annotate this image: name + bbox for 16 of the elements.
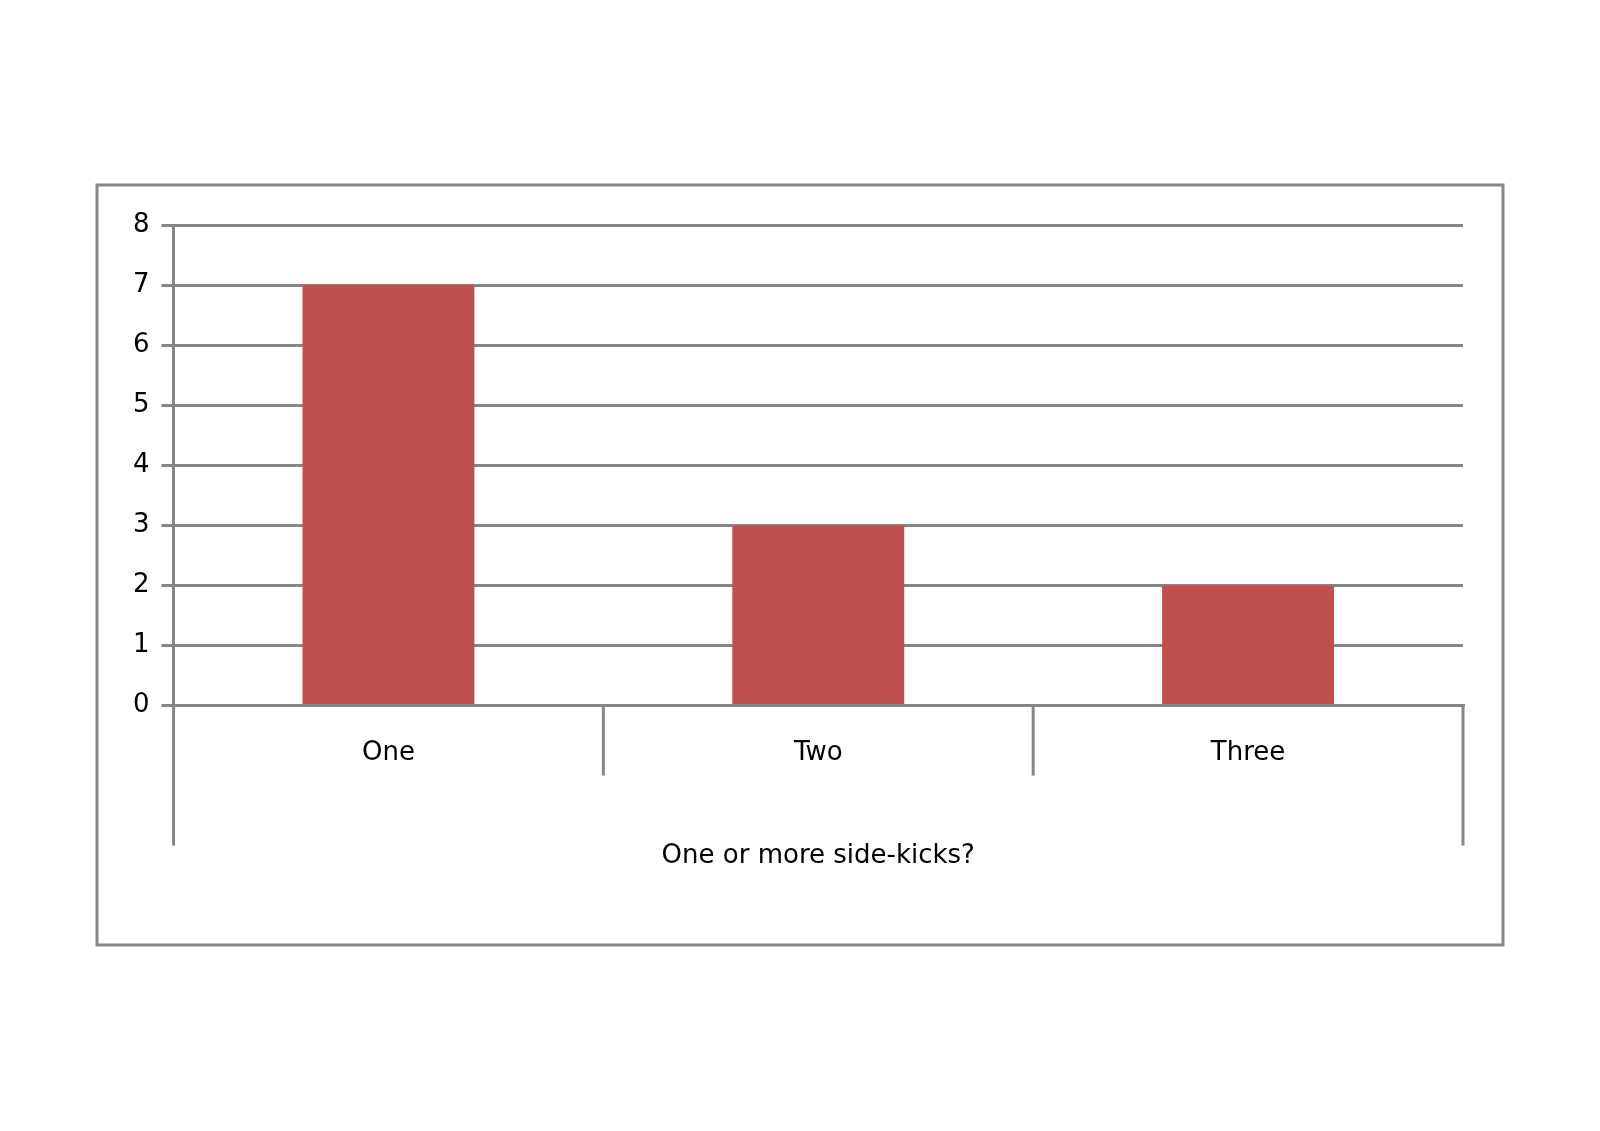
bar xyxy=(732,525,905,705)
x-tick-label: Three xyxy=(1209,735,1286,766)
y-tick-label: 2 xyxy=(133,568,150,599)
y-tick-label: 0 xyxy=(133,688,150,719)
x-tick-label: Two xyxy=(792,735,843,766)
y-tick-label: 6 xyxy=(133,327,150,358)
y-tick-label: 8 xyxy=(133,207,150,238)
bar xyxy=(1162,585,1335,705)
y-tick-label: 1 xyxy=(133,628,150,659)
x-axis-title: One or more side-kicks? xyxy=(661,839,975,870)
y-tick-label: 4 xyxy=(133,448,150,479)
bar xyxy=(302,285,475,705)
y-tick-label: 5 xyxy=(133,387,150,418)
y-tick-label: 7 xyxy=(133,267,150,298)
x-tick-label: One xyxy=(361,735,415,766)
y-tick-label: 3 xyxy=(133,508,150,539)
